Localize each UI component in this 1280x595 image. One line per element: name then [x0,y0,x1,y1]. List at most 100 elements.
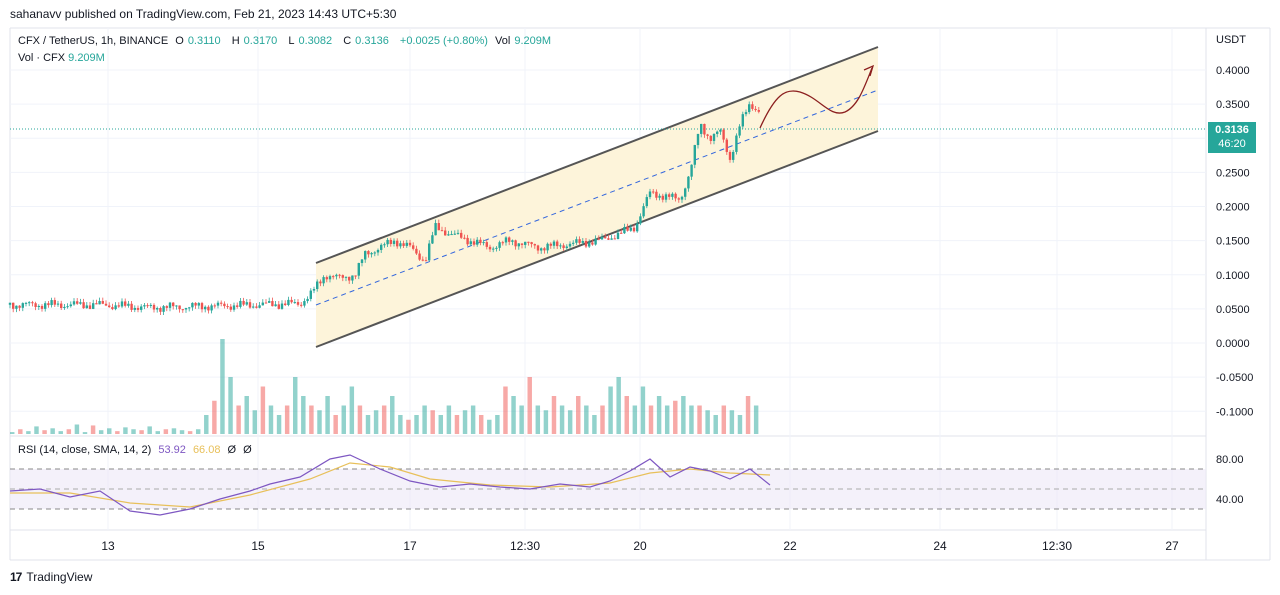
candle-body [79,302,82,304]
volume-bar [535,405,541,434]
candle-body [725,139,728,152]
projection-arrow [759,67,873,129]
candle-body [53,300,56,305]
volume-bar [592,415,597,434]
channel-midline [315,89,879,306]
volume-bar [179,430,185,434]
candle-body [437,223,440,231]
candle-body [24,302,28,304]
candle-body [421,259,424,261]
candle-body [748,104,751,113]
candle-body [140,306,143,310]
candle-body [482,242,485,244]
candle-body [360,259,364,264]
candle-body [306,298,309,302]
candle-body [744,112,748,115]
volume-bar [673,400,678,434]
candle-body [754,108,757,111]
rsi-legend[interactable]: RSI (14, close, SMA, 14, 2) 53.92 66.08 … [18,444,256,456]
volume-legend[interactable]: Vol · CFX 9.209M [18,52,105,64]
candle-body [501,242,504,244]
rsi-value: 53.92 [158,444,186,456]
rsi-extra-1: Ø [227,444,237,456]
candle-body [639,216,642,224]
candle-body [354,275,357,277]
candle-body [703,123,706,135]
candle-body [322,277,325,284]
volume-bar [341,405,346,434]
volume-bar [163,429,169,434]
candle-body [600,236,604,240]
rsi-tick-label: 40.00 [1216,494,1244,506]
candle-body [434,223,437,236]
channel-lower-line [315,130,879,348]
candle-body [220,302,223,304]
rsi-axis-labels: 80.00 40.00 [1216,454,1244,506]
candle-body [527,241,530,243]
symbol-legend[interactable]: CFX / TetherUS, 1h, BINANCE O 0.3110 H 0.3… [18,35,559,47]
candle-body [245,302,248,305]
candle-body [533,244,536,246]
candle-body [268,301,271,303]
candle-body [124,301,127,306]
candle-body [706,134,709,136]
candle-body [466,237,469,245]
candle-body [392,240,396,244]
candle-body [280,303,284,309]
candle-body [572,242,575,244]
candle-body [546,243,549,251]
last-price-badge: 0.3136 46:20 [1208,122,1256,153]
candle-body [18,305,21,308]
candle-body [242,300,245,305]
candle-body [143,305,146,307]
candle-body [300,304,303,306]
candle-body [450,234,453,236]
price-tick-label: 0.1500 [1216,236,1250,248]
volume-bar [236,405,241,434]
candle-body [757,110,760,112]
candle-body [216,302,220,306]
gridlines [10,28,1206,530]
volume-bar [729,410,735,434]
chart-svg[interactable]: 0.40000.35000.30000.25000.20000.15000.10… [0,0,1280,568]
candle-body [261,302,264,306]
candle-body [92,303,95,309]
candle-body [248,302,252,308]
candle-body [559,245,562,247]
candle-body [114,305,117,310]
volume-bar [260,386,266,434]
candle-body [594,238,597,245]
volume-legend-value: 9.209M [68,52,105,64]
price-axis-unit[interactable]: USDT [1216,34,1246,46]
volume-bar [317,410,322,434]
volume-bar [228,377,233,434]
candle-body [271,301,274,307]
volume-bar [406,419,411,434]
volume-bar [495,415,500,434]
footer[interactable]: 17 TradingView [10,570,92,584]
candle-body [364,251,367,260]
volume-bar [470,405,476,434]
candle-body [21,303,24,308]
volume-bar [309,405,314,434]
candle-body [184,308,188,310]
volume-bar [487,419,492,434]
candle-body [277,304,280,309]
candle-body [357,263,360,276]
volume-bar [664,405,670,434]
candle-body [626,227,629,231]
channel-upper-line [315,46,879,264]
candle-body [76,301,79,304]
candle-body [335,274,338,277]
price-tick-label: 0.2000 [1216,202,1250,214]
candle-body [610,238,613,240]
candle-body [287,299,290,306]
volume-bar [446,405,452,434]
candle-body [485,242,488,247]
candle-body [620,232,623,234]
rsi-line [9,454,771,516]
volume-bar [462,410,468,434]
candle-body [309,290,312,299]
volume-bar [567,410,573,434]
candle-body [258,305,261,308]
